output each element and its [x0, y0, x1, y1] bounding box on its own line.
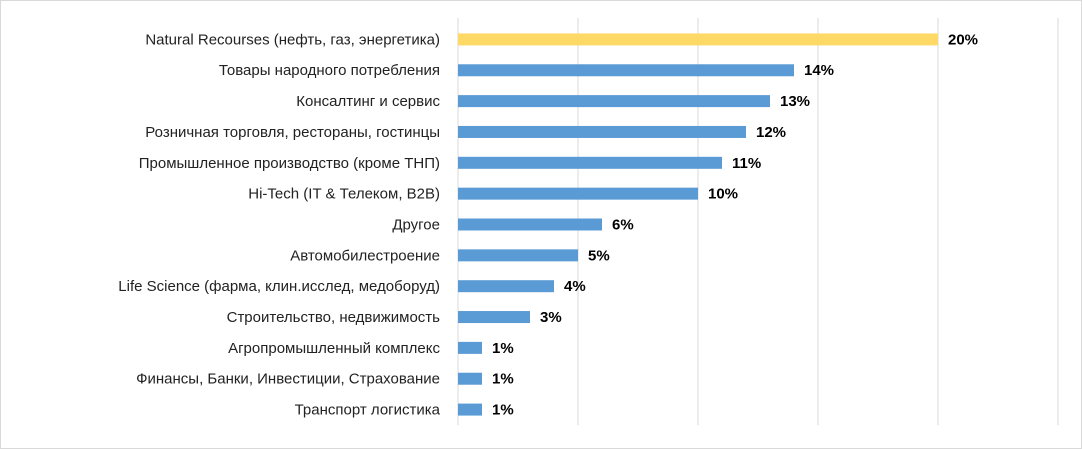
bar: [458, 311, 530, 324]
value-label: 13%: [780, 93, 810, 110]
category-label: Life Science (фарма, клин.исслед, медобо…: [118, 278, 440, 295]
category-label: Другое: [392, 216, 440, 233]
bar: [458, 249, 578, 262]
value-label: 1%: [492, 371, 514, 388]
value-label: 20%: [948, 31, 978, 48]
bar: [458, 403, 482, 416]
category-label: Розничная торговля, рестораны, гостинцы: [145, 124, 440, 141]
bar: [458, 64, 794, 77]
category-label: Финансы, Банки, Инвестиции, Страхование: [136, 371, 440, 388]
category-label: Агропромышленный комплекс: [228, 340, 440, 357]
value-label: 1%: [492, 402, 514, 419]
bar: [458, 125, 746, 138]
category-label: Автомобилестроение: [290, 247, 440, 264]
bar: [458, 341, 482, 354]
bar: [458, 187, 698, 200]
bar: [458, 95, 770, 108]
category-label: Hi-Tech (IT & Телеком, B2B): [248, 186, 440, 203]
category-label: Консалтинг и сервис: [296, 93, 440, 110]
bar: [458, 372, 482, 385]
value-label: 14%: [804, 62, 834, 79]
category-label: Товары народного потребления: [219, 62, 440, 79]
category-label: Natural Recourses (нефть, газ, энергетик…: [145, 31, 440, 48]
value-label: 10%: [708, 186, 738, 203]
value-label: 5%: [588, 247, 610, 264]
bar: [458, 156, 722, 169]
value-label: 3%: [540, 309, 562, 326]
value-label: 4%: [564, 278, 586, 295]
value-label: 11%: [732, 155, 761, 172]
bar: [458, 218, 602, 231]
category-label: Транспорт логистика: [295, 402, 441, 419]
bar: [458, 280, 554, 293]
value-label: 6%: [612, 216, 634, 233]
category-label: Промышленное производство (кроме ТНП): [139, 155, 440, 172]
value-label: 12%: [756, 124, 786, 141]
category-label: Строительство, недвижимость: [227, 309, 441, 326]
value-label: 1%: [492, 340, 514, 357]
bar: [458, 33, 938, 46]
